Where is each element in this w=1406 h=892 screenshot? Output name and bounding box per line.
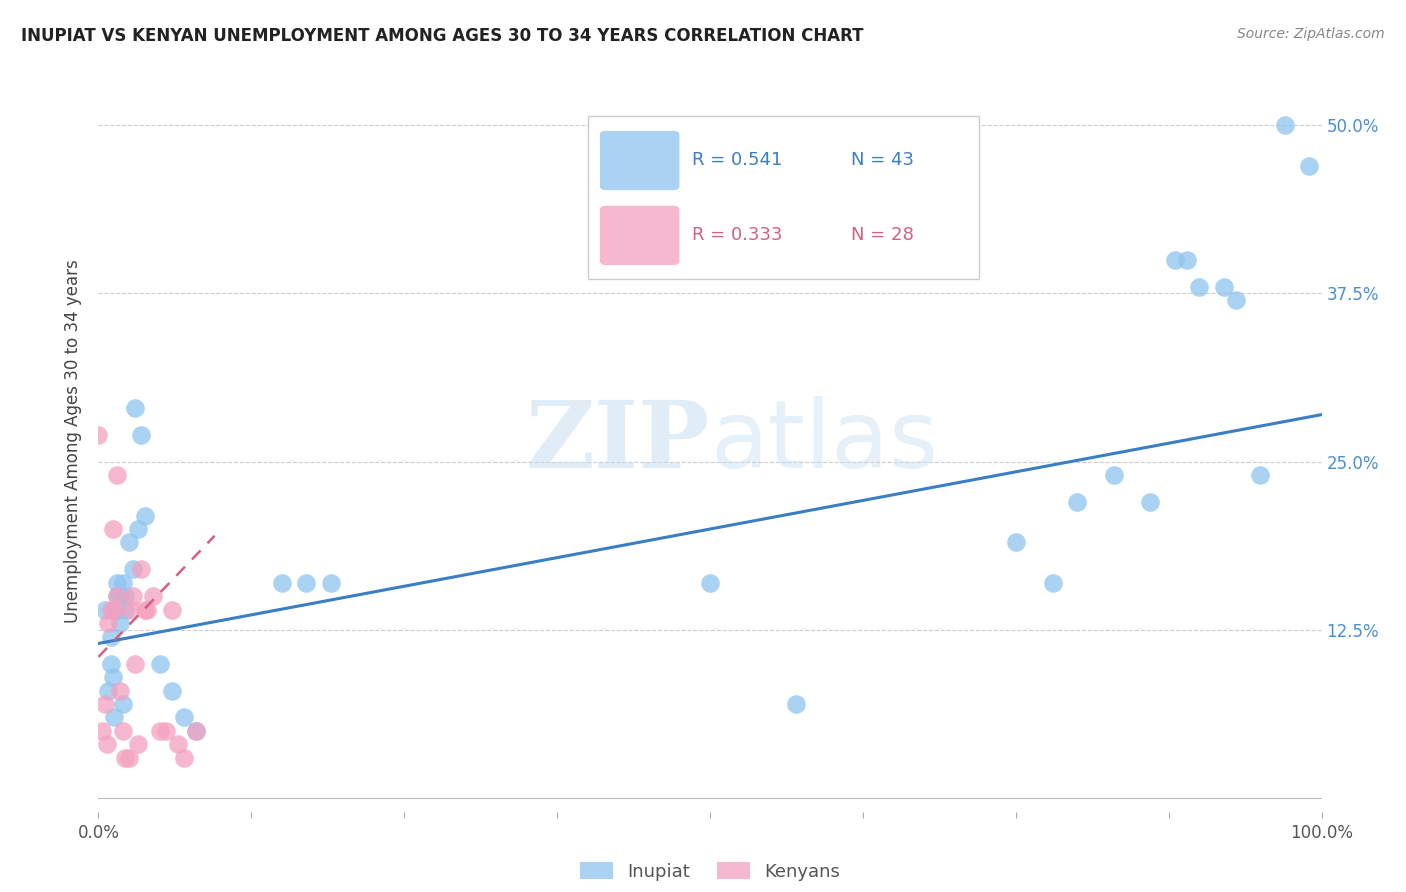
Point xyxy=(134,508,156,523)
Point xyxy=(124,657,146,671)
Point xyxy=(100,630,122,644)
Point xyxy=(1249,468,1271,483)
Point xyxy=(173,751,195,765)
Point xyxy=(97,683,120,698)
Point xyxy=(93,697,115,711)
Point xyxy=(1102,468,1125,483)
Text: R = 0.541: R = 0.541 xyxy=(692,152,782,169)
Point xyxy=(149,723,172,738)
Point xyxy=(1175,252,1198,267)
Point xyxy=(1164,252,1187,267)
Point xyxy=(101,670,124,684)
Text: ZIP: ZIP xyxy=(526,397,710,486)
Point xyxy=(129,562,152,576)
Point xyxy=(1139,495,1161,509)
Point xyxy=(93,603,115,617)
Text: N = 43: N = 43 xyxy=(851,152,914,169)
Legend: Inupiat, Kenyans: Inupiat, Kenyans xyxy=(574,855,846,888)
Point xyxy=(173,710,195,724)
Point xyxy=(110,590,132,604)
Point xyxy=(167,738,190,752)
Text: N = 28: N = 28 xyxy=(851,227,914,244)
Point xyxy=(149,657,172,671)
Point xyxy=(160,603,183,617)
Point xyxy=(124,401,146,415)
Point xyxy=(101,522,124,536)
Point xyxy=(129,427,152,442)
Point xyxy=(111,575,134,590)
Point xyxy=(105,590,128,604)
Point xyxy=(96,738,118,752)
Point xyxy=(127,738,149,752)
Point xyxy=(319,575,342,590)
FancyBboxPatch shape xyxy=(600,206,679,265)
Point xyxy=(103,710,125,724)
Point xyxy=(699,575,721,590)
Point xyxy=(295,575,318,590)
Point xyxy=(155,723,177,738)
Point xyxy=(114,590,136,604)
Point xyxy=(100,603,122,617)
Point xyxy=(97,616,120,631)
Text: Source: ZipAtlas.com: Source: ZipAtlas.com xyxy=(1237,27,1385,41)
Point xyxy=(142,590,165,604)
Point xyxy=(105,468,128,483)
Point xyxy=(110,616,132,631)
Point xyxy=(105,590,128,604)
Point xyxy=(118,535,141,549)
Point xyxy=(186,723,208,738)
Point xyxy=(1066,495,1088,509)
Point xyxy=(111,723,134,738)
Point xyxy=(118,751,141,765)
Point xyxy=(160,683,183,698)
Point xyxy=(105,575,128,590)
Point xyxy=(136,603,159,617)
Point xyxy=(186,723,208,738)
Text: R = 0.333: R = 0.333 xyxy=(692,227,782,244)
Point xyxy=(110,683,132,698)
Point xyxy=(120,603,142,617)
Point xyxy=(1274,118,1296,132)
Point xyxy=(270,575,294,590)
Point xyxy=(1004,535,1026,549)
Text: atlas: atlas xyxy=(710,395,938,488)
Point xyxy=(100,657,122,671)
Point xyxy=(103,603,125,617)
Point xyxy=(121,590,143,604)
Point xyxy=(134,603,156,617)
Point xyxy=(1212,279,1234,293)
Point xyxy=(785,697,807,711)
Point xyxy=(87,427,110,442)
Point xyxy=(127,522,149,536)
Point xyxy=(121,562,143,576)
Point xyxy=(111,697,134,711)
FancyBboxPatch shape xyxy=(600,131,679,190)
Point xyxy=(91,723,114,738)
FancyBboxPatch shape xyxy=(588,116,979,278)
Text: INUPIAT VS KENYAN UNEMPLOYMENT AMONG AGES 30 TO 34 YEARS CORRELATION CHART: INUPIAT VS KENYAN UNEMPLOYMENT AMONG AGE… xyxy=(21,27,863,45)
Point xyxy=(114,751,136,765)
Point xyxy=(1225,293,1247,308)
Point xyxy=(1298,159,1320,173)
Point xyxy=(105,603,128,617)
Point xyxy=(1188,279,1211,293)
Point xyxy=(1042,575,1064,590)
Y-axis label: Unemployment Among Ages 30 to 34 years: Unemployment Among Ages 30 to 34 years xyxy=(65,260,83,624)
Point xyxy=(114,603,136,617)
